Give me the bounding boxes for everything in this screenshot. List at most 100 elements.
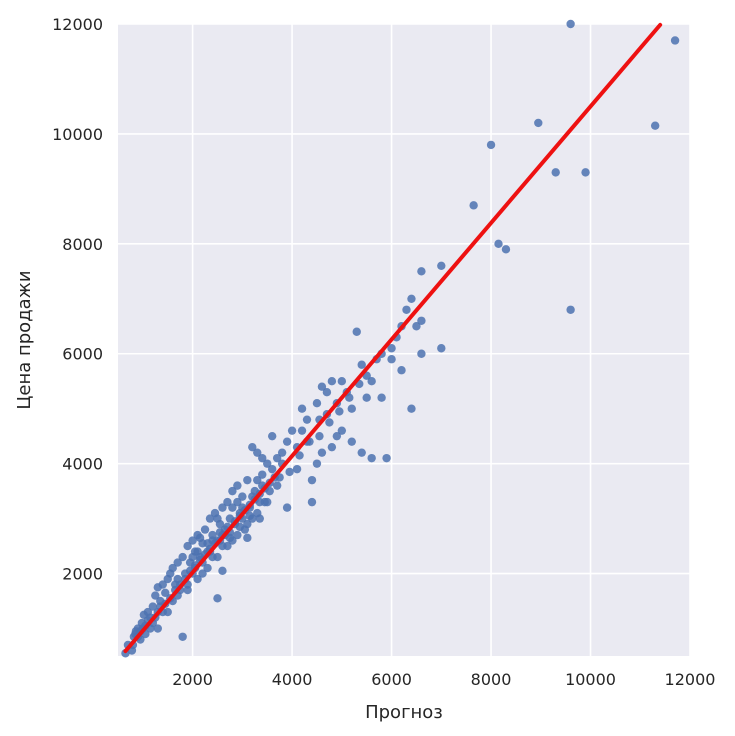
y-axis-label: Цена продажи <box>14 270 35 409</box>
data-point <box>357 448 366 457</box>
data-point <box>534 118 543 128</box>
y-axis-ticks: 2000 4000 6000 8000 10000 12000 <box>52 15 103 584</box>
data-point <box>327 377 337 386</box>
data-point <box>325 418 334 427</box>
data-point <box>248 442 257 452</box>
data-point <box>670 36 680 45</box>
data-point <box>248 514 257 523</box>
x-tick-label: 10000 <box>565 670 616 689</box>
data-point <box>173 558 182 567</box>
data-point <box>367 453 376 463</box>
data-point <box>315 431 324 441</box>
data-point <box>148 602 158 611</box>
data-point <box>263 497 272 507</box>
data-point <box>307 497 317 507</box>
data-point <box>501 245 511 254</box>
data-point <box>233 530 242 540</box>
data-point <box>292 464 302 474</box>
data-point <box>183 541 192 551</box>
data-point <box>437 261 446 271</box>
data-point <box>243 475 252 485</box>
data-point <box>486 140 496 150</box>
data-point <box>200 525 210 534</box>
data-point <box>407 294 416 303</box>
data-point <box>566 305 575 314</box>
data-point <box>195 533 205 543</box>
x-tick-label: 8000 <box>471 670 512 689</box>
y-tick-label: 4000 <box>62 455 103 474</box>
data-point <box>243 519 252 529</box>
data-point <box>253 448 262 457</box>
data-point <box>417 349 426 358</box>
data-point <box>337 377 347 386</box>
data-point <box>223 497 232 507</box>
data-point <box>312 399 322 408</box>
y-tick-label: 8000 <box>62 235 103 254</box>
data-point <box>295 451 304 460</box>
data-point <box>347 404 356 413</box>
data-point <box>362 393 371 402</box>
data-point <box>302 415 312 424</box>
data-point <box>469 201 478 210</box>
data-point <box>417 267 426 276</box>
regression-group <box>123 22 663 654</box>
data-point <box>317 382 327 391</box>
data-point <box>151 591 160 600</box>
data-point <box>238 492 247 501</box>
data-point <box>297 426 307 435</box>
data-point <box>272 481 282 490</box>
data-point <box>297 404 307 413</box>
data-point <box>228 503 237 512</box>
data-point <box>335 407 344 416</box>
data-point <box>437 344 446 353</box>
data-point <box>243 533 252 543</box>
data-point <box>322 388 332 397</box>
y-tick-label: 6000 <box>62 345 103 364</box>
data-point <box>332 431 342 441</box>
data-point <box>235 522 245 532</box>
data-point <box>382 453 391 463</box>
data-point <box>377 393 386 402</box>
data-point <box>277 448 287 457</box>
data-point <box>193 574 202 584</box>
data-point <box>213 594 222 603</box>
data-point <box>188 552 197 562</box>
data-point <box>412 322 421 331</box>
data-point <box>650 121 660 130</box>
data-point <box>153 624 162 633</box>
data-point <box>337 426 347 435</box>
data-point <box>198 569 207 578</box>
data-point <box>253 508 262 518</box>
data-point <box>267 464 277 474</box>
data-point <box>347 437 356 446</box>
data-point <box>312 459 322 468</box>
data-point <box>327 442 337 452</box>
data-point <box>282 437 292 446</box>
regression-line <box>123 22 663 654</box>
x-tick-label: 4000 <box>272 670 313 689</box>
data-point <box>178 552 187 562</box>
data-point <box>285 467 294 477</box>
data-point <box>161 588 170 597</box>
data-point <box>218 503 227 512</box>
data-point <box>397 366 406 375</box>
data-point <box>203 563 212 573</box>
data-point <box>178 632 187 641</box>
data-point <box>233 497 242 507</box>
data-point <box>213 514 222 523</box>
data-point <box>272 453 282 463</box>
data-point <box>357 360 366 369</box>
data-point <box>168 563 177 573</box>
data-point <box>253 475 262 485</box>
data-point <box>387 344 396 353</box>
data-point <box>233 481 242 490</box>
data-point <box>188 536 197 545</box>
data-point <box>407 404 416 413</box>
y-tick-label: 10000 <box>52 125 103 144</box>
data-point <box>387 355 396 364</box>
data-point <box>551 168 560 177</box>
y-tick-label: 12000 <box>52 15 103 34</box>
data-point <box>263 459 272 468</box>
x-tick-label: 2000 <box>172 670 213 689</box>
data-point <box>494 239 503 249</box>
